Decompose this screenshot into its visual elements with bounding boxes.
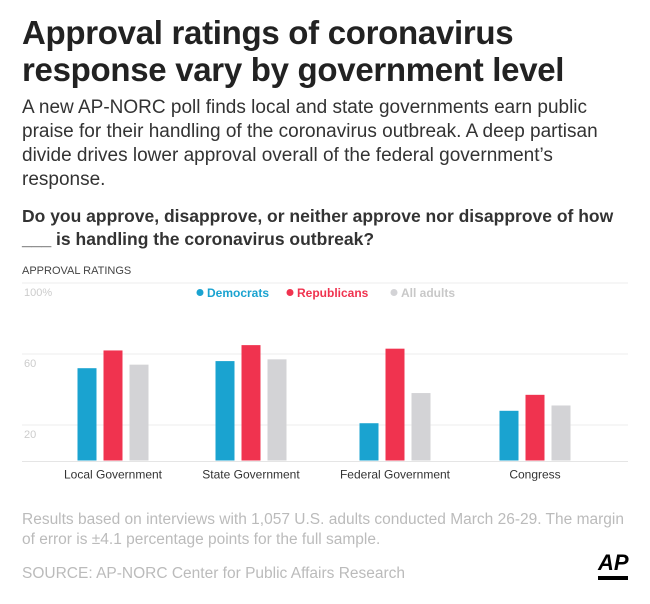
legend-marker xyxy=(390,289,398,296)
x-tick-label: Federal Government xyxy=(340,468,451,482)
x-tick-label: Local Government xyxy=(64,468,163,482)
x-tick-label: State Government xyxy=(202,468,300,482)
legend-marker xyxy=(196,289,204,296)
chart-title: APPROVAL RATINGS xyxy=(22,265,132,277)
y-tick-label: 60 xyxy=(24,358,36,370)
page-title: Approval ratings of coronavirus response… xyxy=(22,14,565,88)
subtitle: A new AP-NORC poll finds local and state… xyxy=(22,97,598,190)
legend-label: Democrats xyxy=(207,286,269,300)
bar-republicans xyxy=(241,345,261,461)
bar-all-adults xyxy=(129,364,149,461)
y-tick-label: 20 xyxy=(24,429,36,441)
bar-democrats xyxy=(499,410,519,461)
bar-democrats xyxy=(359,423,379,461)
y-tick-label: 100% xyxy=(24,287,52,299)
bar-democrats xyxy=(77,368,97,461)
legend-marker xyxy=(286,289,294,296)
bar-all-adults xyxy=(551,405,571,461)
bar-republicans xyxy=(385,348,405,461)
methodology-note: Results based on interviews with 1,057 U… xyxy=(22,511,624,548)
bar-democrats xyxy=(215,361,235,461)
legend-label: Republicans xyxy=(297,286,369,300)
bar-republicans xyxy=(525,394,545,461)
source-note: SOURCE: AP-NORC Center for Public Affair… xyxy=(22,565,406,582)
survey-question: Do you approve, disapprove, or neither a… xyxy=(22,206,614,249)
bar-chart: 100% 60 20 Democrats Republicans All adults Lo… xyxy=(22,282,628,482)
ap-logo-bar xyxy=(598,576,628,580)
bar-all-adults xyxy=(267,359,287,461)
ap-logo: AP xyxy=(598,550,629,575)
bar-republicans xyxy=(103,350,123,461)
x-tick-label: Congress xyxy=(509,468,560,482)
bar-all-adults xyxy=(411,393,431,461)
legend-label: All adults xyxy=(401,286,455,300)
